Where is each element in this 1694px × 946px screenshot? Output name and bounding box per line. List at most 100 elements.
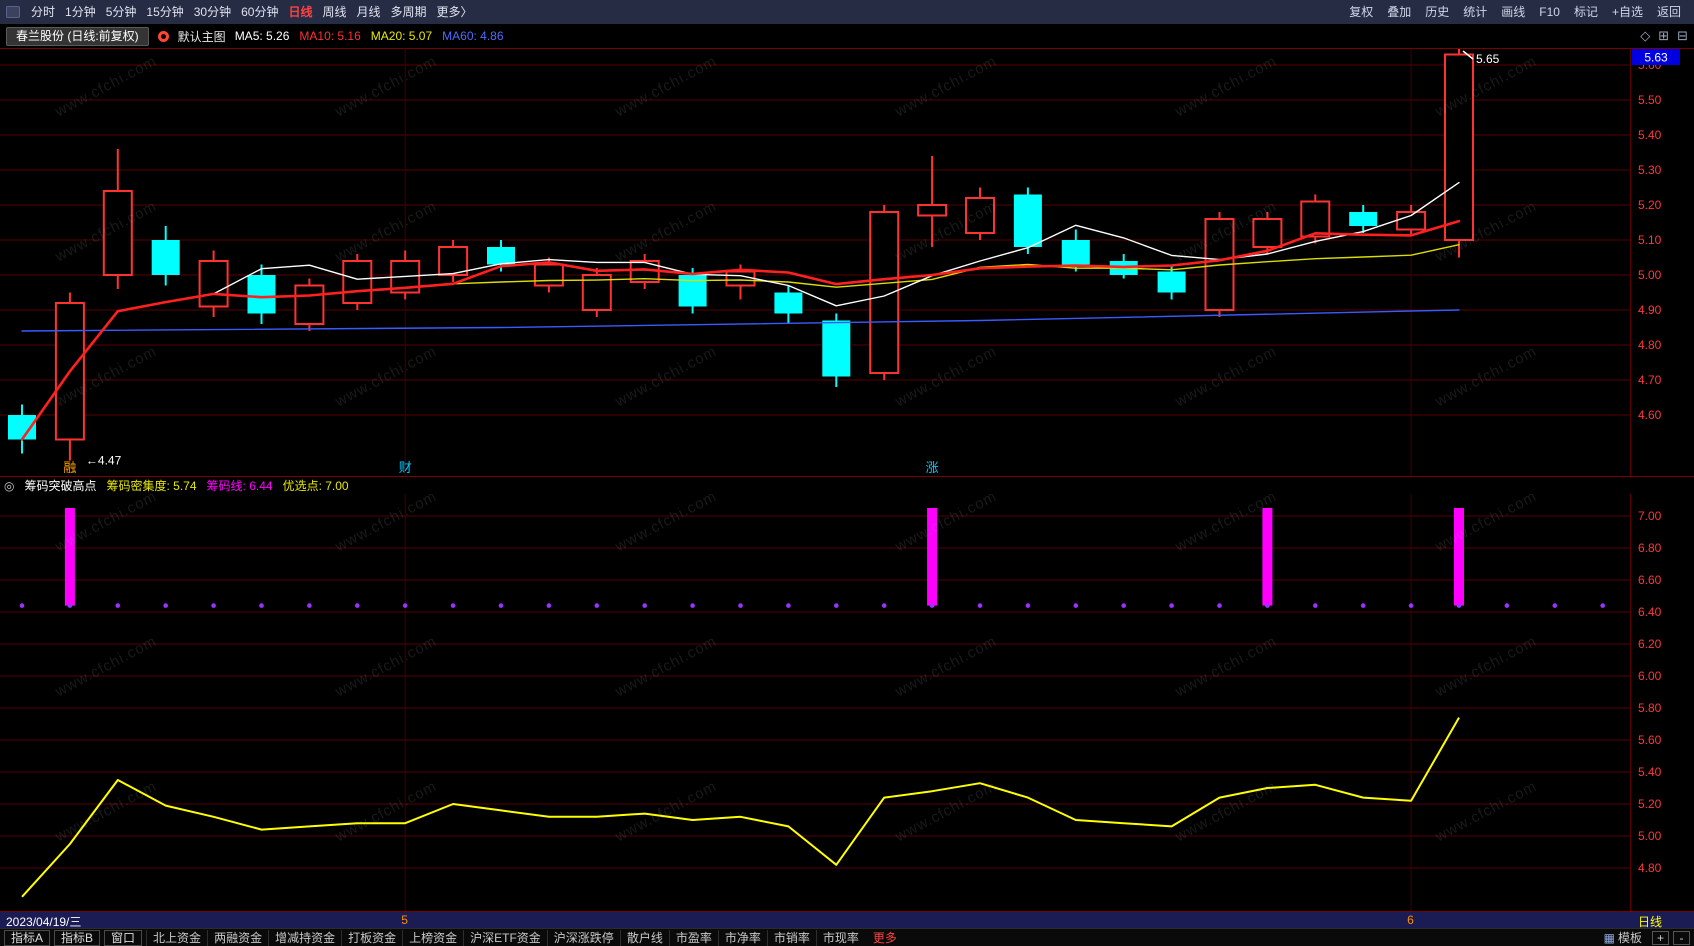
y-tick-label: 5.20	[1638, 198, 1662, 212]
y-tick-label: 5.10	[1638, 233, 1662, 247]
news-marker[interactable]: 财	[399, 460, 412, 475]
y-tick-label: 4.80	[1638, 861, 1662, 875]
fund-data-tabs: 北上资金 两融资金 增减持资金 打板资金 上榜资金 沪深ETF资金 沪深涨跌停 散户线 市盈率市…	[146, 929, 865, 946]
signal-bars	[64, 508, 1464, 606]
y-tick-label: 5.50	[1638, 93, 1662, 107]
news-marker[interactable]: 融	[63, 460, 76, 475]
toolbar-right: ▦ 模板 + -	[1604, 929, 1690, 946]
indicator-tab-buttons: 指标A 指标B 窗口	[4, 929, 146, 946]
template-button[interactable]: 模板	[1617, 931, 1642, 945]
fund-tab[interactable]: 市现率	[815, 929, 865, 946]
stock-selector[interactable]: 春兰股份 (日线:前复权)	[6, 26, 149, 46]
menu-actions: 复权 叠加 历史 统计 画线 F10 标记 +自选 返回	[1342, 0, 1688, 24]
period-tab[interactable]: 多周期	[390, 5, 427, 19]
split-window-icon[interactable]: ⊞	[1658, 28, 1670, 43]
window-controls: ◇ ⊞ ⊟	[1632, 28, 1688, 44]
zoom-in-button[interactable]: +	[1652, 930, 1669, 945]
indicator-chart[interactable]: 7.00 6.80 6.60 6.40 6.20 6.00 5.80 5.60 5.40 5.20…	[0, 494, 1694, 912]
app-icon[interactable]	[6, 6, 20, 18]
menu-action[interactable]: 标记	[1573, 5, 1598, 19]
chip-dot-line	[19, 603, 1605, 608]
menu-action[interactable]: +自选	[1611, 5, 1643, 19]
overlay-label[interactable]: 默认主图	[177, 29, 226, 44]
zoom-out-button[interactable]: -	[1673, 930, 1690, 945]
toolbar-button[interactable]: 窗口	[104, 929, 143, 946]
y-tick-label: 4.70	[1638, 373, 1662, 387]
main-candlestick-chart[interactable]: 5.605.505.405.305.205.105.004.904.804.70…	[0, 48, 1694, 476]
fund-tab[interactable]: 散户线	[619, 929, 669, 946]
ma-value: MA10: 5.16	[299, 29, 361, 43]
indicator-title[interactable]: 筹码突破高点	[24, 479, 97, 493]
fund-tab[interactable]: 增减持资金	[268, 929, 341, 946]
fund-tab[interactable]: 沪深涨跌停	[546, 929, 620, 946]
menu-action[interactable]: F10	[1539, 5, 1560, 19]
fund-tab[interactable]: 上榜资金	[402, 929, 463, 946]
ma60-line	[21, 309, 1460, 332]
menu-action[interactable]: 复权	[1349, 5, 1374, 19]
fund-tab[interactable]: 市净率	[717, 929, 767, 946]
ma-values: MA5: 5.26 MA10: 5.16 MA20: 5.07 MA60: 4.86	[235, 29, 514, 43]
date-label: 2023/04/19/三	[6, 915, 82, 929]
fund-tab[interactable]: 沪深ETF资金	[463, 929, 547, 946]
period-label: 日线	[1638, 915, 1663, 929]
indicator-value: 筹码密集度: 5.74	[106, 479, 197, 493]
bottom-toolbar: 指标A 指标B 窗口 北上资金 两融资金 增减持资金 打板资金 上榜资金 沪深ETF资金 沪深涨…	[0, 928, 1694, 946]
template-grid-icon: ▦	[1603, 930, 1615, 945]
menu-action[interactable]: 返回	[1656, 5, 1681, 19]
y-tick-label: 6.80	[1638, 541, 1662, 555]
period-tab[interactable]: 日线	[288, 5, 313, 19]
period-tab[interactable]: 5分钟	[105, 5, 137, 19]
y-tick-label: 4.80	[1638, 338, 1662, 352]
toolbar-button[interactable]: 指标A	[4, 929, 51, 946]
density-line	[21, 717, 1460, 898]
date-axis-bar[interactable]: 2023/04/19/三 日线 5 6	[0, 912, 1694, 929]
menu-action[interactable]: 统计	[1463, 5, 1488, 19]
main-gridlines	[0, 48, 1630, 476]
menu-action[interactable]: 叠加	[1387, 5, 1412, 19]
ma-value: MA60: 4.86	[442, 29, 504, 43]
period-tab[interactable]: 30分钟	[193, 5, 232, 19]
more-button[interactable]: 更多	[872, 931, 897, 945]
y-tick-label: 5.30	[1638, 163, 1662, 177]
period-tab[interactable]: 月线	[356, 5, 381, 19]
period-tab[interactable]: 周线	[322, 5, 347, 19]
period-tabs: 分时 1分钟 5分钟 15分钟 30分钟 60分钟 日线 周线 月线 多周期 更多〉	[26, 0, 478, 24]
period-tab[interactable]: 60分钟	[241, 5, 279, 19]
minimize-window-icon[interactable]: ⊟	[1677, 28, 1688, 43]
fund-tab[interactable]: 市盈率	[668, 929, 718, 946]
y-tick-label: 5.80	[1638, 701, 1662, 715]
overlay-diamond-icon[interactable]: ◇	[1640, 28, 1651, 43]
last-price-value: 5.63	[1644, 51, 1668, 65]
ma-value: MA5: 5.26	[234, 29, 290, 43]
indicator-values: 筹码密集度: 5.74 筹码线: 6.44 优选点: 7.00	[107, 477, 349, 494]
indicator-header: ◎ 筹码突破高点 筹码密集度: 5.74 筹码线: 6.44 优选点: 7.00	[0, 476, 1694, 494]
collapse-indicator-icon[interactable]: ◎	[4, 478, 15, 493]
y-tick-label: 5.00	[1638, 829, 1662, 843]
last-price-tag	[1632, 49, 1680, 65]
y-tick-label: 7.00	[1638, 509, 1662, 523]
fund-tab[interactable]: 市销率	[766, 929, 816, 946]
period-tab[interactable]: 15分钟	[146, 5, 184, 19]
y-tick-label: 5.00	[1638, 268, 1662, 282]
y-tick-label: 6.40	[1638, 605, 1662, 619]
info-bar: 春兰股份 (日线:前复权) 默认主图 MA5: 5.26 MA10: 5.16 MA…	[0, 24, 1694, 48]
y-tick-label: 5.20	[1638, 797, 1662, 811]
ma5-line	[21, 181, 1460, 441]
ma10-line	[20, 219, 1461, 441]
period-tab[interactable]: 分时	[31, 5, 56, 19]
fund-tab[interactable]: 北上资金	[146, 929, 207, 946]
y-tick-label: 6.20	[1638, 637, 1662, 651]
top-menu-bar: 分时 1分钟 5分钟 15分钟 30分钟 60分钟 日线 周线 月线 多周期 更多〉 复权 叠加 历史统…	[0, 0, 1694, 24]
y-tick-label: 6.60	[1638, 573, 1662, 587]
period-tab[interactable]: 1分钟	[65, 5, 96, 19]
indicator-value: 优选点: 7.00	[282, 479, 349, 493]
month-marker: 5	[401, 913, 408, 927]
menu-action[interactable]: 画线	[1501, 5, 1526, 19]
period-tab[interactable]: 更多〉	[436, 5, 473, 19]
news-marker[interactable]: 涨	[926, 460, 939, 475]
fund-tab[interactable]: 打板资金	[341, 929, 402, 946]
fund-tab[interactable]: 两融资金	[207, 929, 268, 946]
ma-value: MA20: 5.07	[370, 29, 433, 43]
menu-action[interactable]: 历史	[1425, 5, 1450, 19]
toolbar-button[interactable]: 指标B	[54, 929, 101, 946]
